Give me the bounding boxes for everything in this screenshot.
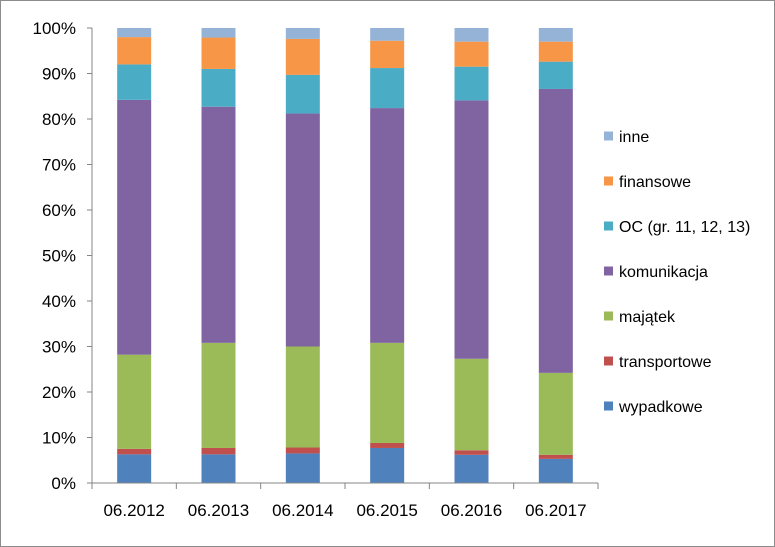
legend-entry-label: OC (gr. 11, 12, 13) (619, 219, 750, 236)
bar-segment (201, 68, 236, 107)
bar-segment (454, 100, 489, 359)
bar-segment (285, 28, 320, 39)
x-tick-label: 06.2012 (103, 501, 164, 520)
y-tick-label: 70% (42, 156, 76, 175)
legend-entry-label: majątek (619, 309, 676, 326)
bar-segment (538, 61, 573, 89)
bar-segment (285, 38, 320, 75)
x-tick-label: 06.2017 (525, 501, 586, 520)
bar-segment (285, 453, 320, 483)
legend: inne finansowe OC (gr. 11, 12, 13) komunika… (604, 129, 750, 416)
y-tick-label: 100% (33, 19, 76, 38)
legend-swatch (604, 131, 613, 141)
x-tick-label: 06.2014 (272, 501, 333, 520)
bar-segment (201, 447, 236, 455)
y-tick-label: 80% (42, 110, 76, 129)
plot-area: 0% 10% 20% 30% 40% 50% 60% 70% 80% 90% 100% 06.2012… (33, 19, 599, 520)
legend-entry-label: komunikacja (619, 264, 708, 281)
y-tick-label: 30% (42, 338, 76, 357)
y-tick-label: 0% (51, 474, 76, 493)
legend-entry-label: transportowe (619, 354, 712, 371)
bar-segment (285, 346, 320, 448)
y-tick-label: 60% (42, 201, 76, 220)
bar-segment (538, 458, 573, 483)
bar-segment (538, 454, 573, 459)
bar-segment (454, 358, 489, 451)
bar-segment (538, 372, 573, 455)
bar-segment (454, 450, 489, 455)
bar-segment (454, 454, 489, 483)
legend-swatch (604, 401, 613, 411)
bar-segment (370, 108, 405, 343)
legend-swatch (604, 311, 613, 321)
x-tick-label: 06.2013 (188, 501, 249, 520)
bar-segment (201, 106, 236, 343)
bar-segment (538, 88, 573, 373)
bar-segment (370, 40, 405, 69)
bar-segment (370, 447, 405, 483)
bar-segment (201, 37, 236, 69)
bar-segment (117, 454, 152, 483)
bar-segment (117, 28, 152, 38)
bar-segment (117, 37, 152, 65)
bar-segment (201, 342, 236, 448)
bar-segment (370, 442, 405, 448)
bar-segment (117, 448, 152, 455)
y-tick-label: 90% (42, 65, 76, 84)
bar-segment (454, 28, 489, 42)
bar-segment (285, 113, 320, 347)
x-tick-label: 06.2016 (441, 501, 502, 520)
bar-segment (285, 74, 320, 114)
legend-entry-label: wypadkowe (618, 399, 703, 416)
bar-segment (370, 342, 405, 443)
bar-segment (117, 354, 152, 449)
legend-swatch (604, 356, 613, 366)
legend-entry-label: finansowe (619, 174, 691, 191)
bar-segment (454, 66, 489, 101)
bar-segment (201, 28, 236, 38)
bar-segment (370, 68, 405, 109)
y-tick-label: 40% (42, 292, 76, 311)
y-tick-label: 50% (42, 247, 76, 266)
bar-segment (454, 41, 489, 67)
y-tick-label: 10% (42, 429, 76, 448)
bar-segment (201, 454, 236, 483)
x-tick-label: 06.2015 (356, 501, 417, 520)
legend-swatch (604, 266, 613, 276)
legend-entry-label: inne (619, 129, 649, 146)
bar-segment (538, 41, 573, 62)
bar-segment (285, 447, 320, 454)
bar-segment (370, 28, 405, 41)
bar-segment (538, 28, 573, 42)
legend-swatch (604, 176, 613, 186)
y-tick-label: 20% (42, 383, 76, 402)
legend-swatch (604, 221, 613, 231)
bar-segment (117, 99, 152, 355)
bar-segment (117, 64, 152, 100)
